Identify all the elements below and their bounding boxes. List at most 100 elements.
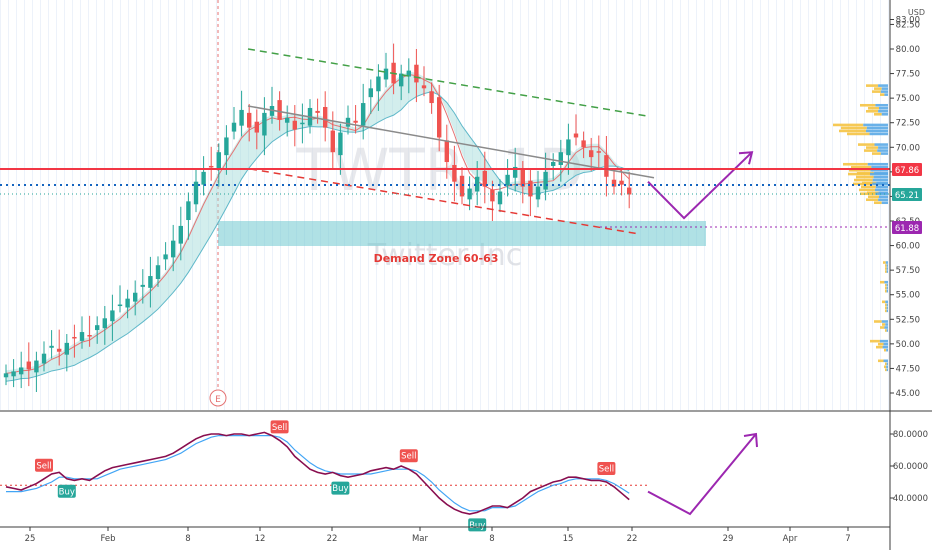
candle-body[interactable] (399, 73, 404, 87)
candle-body[interactable] (140, 284, 145, 287)
candle-body[interactable] (64, 342, 69, 355)
candle-body[interactable] (193, 181, 199, 205)
candle-body[interactable] (619, 180, 624, 185)
candle-body[interactable] (459, 175, 465, 197)
candle-body[interactable] (201, 171, 206, 185)
candle-body[interactable] (95, 325, 100, 331)
candle-body[interactable] (330, 130, 335, 153)
candle-body[interactable] (11, 371, 16, 377)
candle-body[interactable] (604, 155, 609, 177)
candle-body[interactable] (87, 335, 92, 337)
candle-body[interactable] (19, 367, 24, 375)
candle-body[interactable] (611, 179, 617, 187)
candle-body[interactable] (26, 361, 31, 370)
candle-body[interactable] (178, 225, 183, 244)
candle-body[interactable] (133, 292, 138, 302)
volume-bar-up (884, 365, 887, 369)
sell-signal-badge[interactable] (597, 462, 616, 475)
candle-body[interactable] (239, 109, 244, 126)
candle-body[interactable] (338, 132, 343, 156)
candle-body[interactable] (155, 265, 161, 279)
mid-trendline[interactable] (247, 105, 655, 179)
candle-body[interactable] (300, 122, 305, 125)
osc-projection-path[interactable] (647, 433, 757, 516)
candle-body[interactable] (406, 70, 411, 77)
candle-body[interactable] (57, 348, 62, 352)
candle-body[interactable] (262, 112, 267, 136)
candle-body[interactable] (171, 240, 176, 258)
candle-body[interactable] (520, 169, 525, 187)
time-axis[interactable]: 25 Feb 8 12 22 Mar 8 15 22 29 Apr 7 (25, 527, 851, 544)
buy-signal-badge[interactable] (331, 481, 350, 495)
candle-body[interactable] (315, 110, 320, 113)
candle-body[interactable] (482, 170, 487, 187)
candle-body[interactable] (186, 201, 191, 221)
candle-body[interactable] (475, 176, 480, 192)
candle-body[interactable] (528, 180, 533, 197)
candle-body[interactable] (345, 117, 351, 127)
candle-body[interactable] (247, 112, 252, 128)
candle-body[interactable] (163, 254, 168, 260)
candle-body[interactable] (429, 91, 434, 104)
candle-body[interactable] (353, 120, 358, 123)
candle-body[interactable] (383, 68, 389, 80)
candle-body[interactable] (41, 353, 47, 364)
candle-body[interactable] (513, 166, 518, 178)
candle-body[interactable] (110, 310, 115, 322)
candle-body[interactable] (589, 150, 594, 158)
demand-zone[interactable] (218, 221, 706, 246)
candle-body[interactable] (323, 106, 328, 128)
candle-body[interactable] (596, 151, 601, 153)
candle-body[interactable] (292, 120, 297, 130)
candle-body[interactable] (209, 165, 214, 168)
candle-body[interactable] (558, 152, 563, 165)
candle-body[interactable] (535, 186, 541, 200)
candle-body[interactable] (125, 298, 130, 308)
candle-body[interactable] (49, 345, 54, 348)
volume-bar-up (874, 112, 882, 116)
candle-body[interactable] (581, 140, 586, 148)
volume-bar-down (886, 306, 888, 310)
candle-body[interactable] (277, 100, 282, 120)
candle-body[interactable] (376, 76, 381, 92)
candle-body[interactable] (414, 64, 419, 83)
candle-body[interactable] (285, 117, 290, 123)
candle-body[interactable] (3, 373, 9, 378)
candle-body[interactable] (148, 276, 153, 288)
candle-body[interactable] (505, 174, 510, 186)
candle-body[interactable] (102, 318, 107, 329)
candle-body[interactable] (566, 139, 571, 156)
candle-body[interactable] (627, 187, 632, 195)
candle-body[interactable] (490, 189, 495, 202)
candle-body[interactable] (368, 88, 373, 98)
sell-signal-badge[interactable] (35, 458, 53, 472)
sell-signal-badge[interactable] (270, 420, 289, 434)
oscillator-axis[interactable]: 80.0000 60.0000 40.0000 (890, 430, 928, 504)
candle-body[interactable] (551, 162, 556, 166)
lower-trendline[interactable] (249, 168, 639, 235)
candle-body[interactable] (421, 85, 427, 89)
candle-body[interactable] (216, 152, 221, 170)
candle-body[interactable] (444, 140, 449, 163)
candle-body[interactable] (34, 360, 39, 373)
candle-body[interactable] (573, 133, 579, 138)
candle-body[interactable] (543, 171, 548, 190)
candle-body[interactable] (117, 304, 123, 307)
candle-body[interactable] (437, 97, 442, 138)
candle-body[interactable] (254, 121, 259, 133)
candle-body[interactable] (497, 191, 503, 205)
candle-body[interactable] (452, 164, 457, 182)
candle-body[interactable] (224, 137, 229, 156)
buy-signal-badge[interactable] (57, 484, 76, 498)
buy-signal-badge[interactable] (468, 518, 487, 532)
volume-bar-up (885, 267, 887, 270)
candle-body[interactable] (72, 336, 77, 339)
sell-signal-badge[interactable] (399, 449, 418, 463)
candle-body[interactable] (79, 332, 85, 341)
candle-body[interactable] (361, 103, 366, 126)
candle-body[interactable] (231, 122, 237, 132)
upper-trendline[interactable] (247, 48, 647, 117)
earnings-marker[interactable] (209, 389, 227, 407)
candle-body[interactable] (467, 188, 472, 200)
